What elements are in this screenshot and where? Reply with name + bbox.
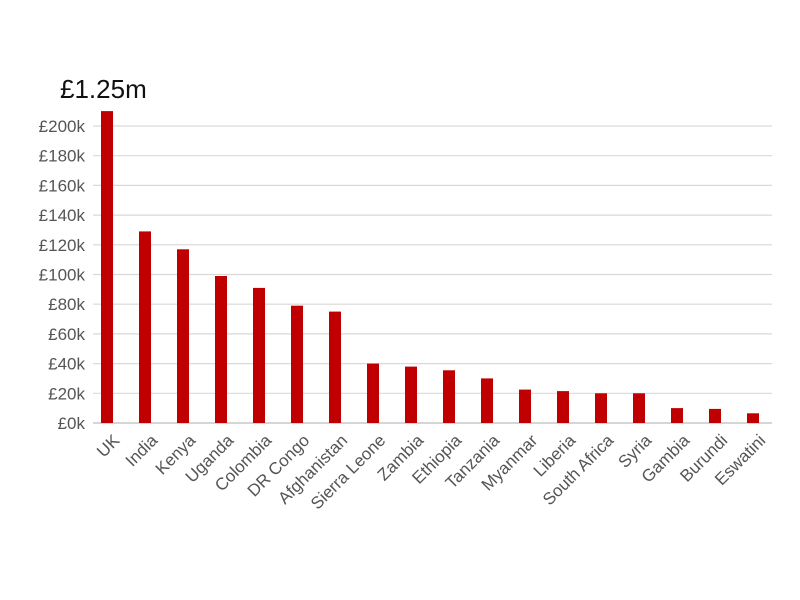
bar: [101, 111, 113, 423]
bar: [519, 389, 531, 423]
bar: [671, 408, 683, 423]
bar: [139, 231, 151, 423]
bar: [557, 391, 569, 423]
y-tick-label: £140k: [39, 206, 86, 225]
y-tick-label: £40k: [48, 355, 85, 374]
y-tick-label: £80k: [48, 295, 85, 314]
y-tick-label: £120k: [39, 236, 86, 255]
gridlines: [93, 125, 772, 424]
y-tick-label: £200k: [39, 117, 86, 136]
y-axis-tick-labels: £0k £20k £40k £60k £80k £100k £120k £140k £160k £…: [39, 117, 86, 433]
bar: [367, 363, 379, 423]
bar: [709, 408, 721, 423]
bar: [177, 249, 189, 423]
y-tick-label: £0k: [58, 414, 86, 433]
chart-headline: £1.25m: [60, 74, 147, 104]
bars: [101, 111, 759, 423]
bar: [633, 393, 645, 423]
bar: [215, 276, 227, 423]
bar: [747, 413, 759, 423]
y-tick-label: £20k: [48, 384, 85, 403]
bar: [595, 393, 607, 423]
y-tick-label: £100k: [39, 266, 86, 285]
bar: [329, 311, 341, 423]
y-tick-label: £180k: [39, 147, 86, 166]
y-tick-label: £160k: [39, 176, 86, 195]
bar: [443, 370, 455, 423]
y-tick-label: £60k: [48, 325, 85, 344]
x-category-label: UK: [93, 430, 124, 461]
bar: [481, 378, 493, 423]
bar: [253, 287, 265, 423]
bar: [291, 305, 303, 423]
bar: [405, 366, 417, 423]
